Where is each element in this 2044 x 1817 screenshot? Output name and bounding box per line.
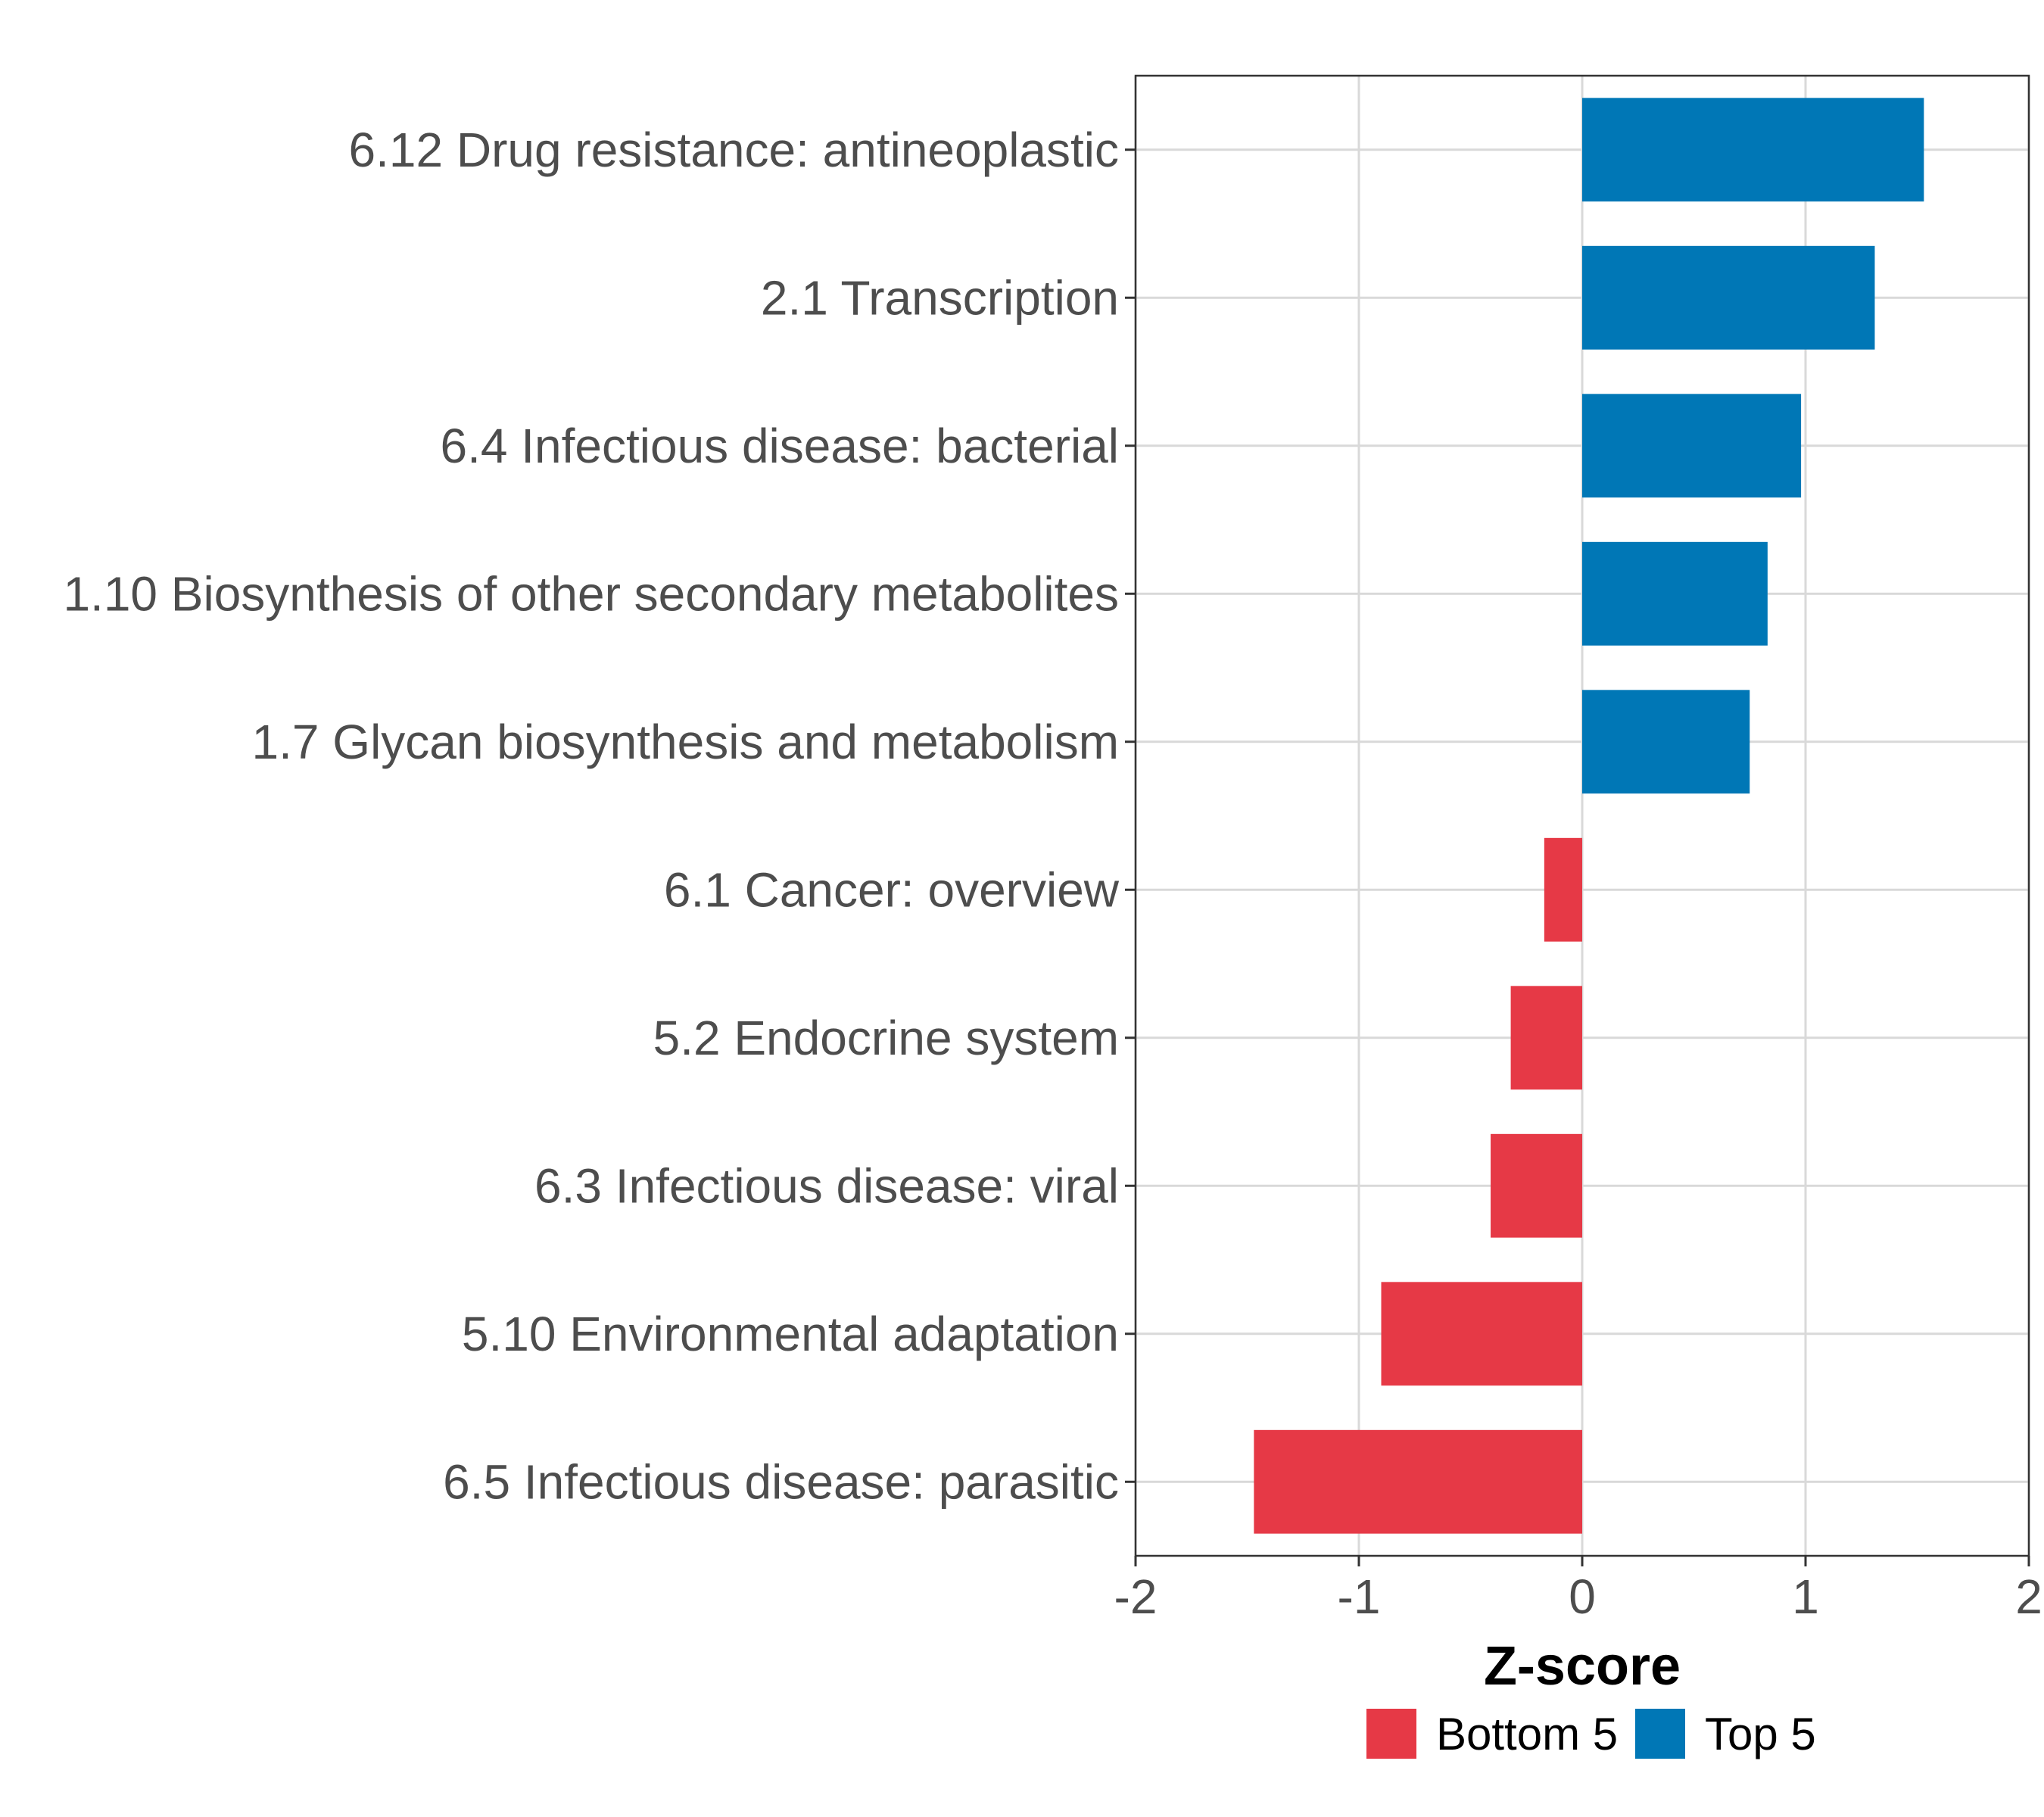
bar-10 bbox=[1254, 1429, 1582, 1534]
x-tick-label: -2 bbox=[1114, 1569, 1158, 1624]
category-label: 2.1 Transcription bbox=[761, 270, 1119, 325]
bar-2 bbox=[1582, 245, 1875, 350]
legend-label: Bottom 5 bbox=[1436, 1709, 1618, 1759]
legend-key-bottom-5 bbox=[1366, 1709, 1416, 1759]
bar-3 bbox=[1582, 394, 1802, 498]
bar-7 bbox=[1510, 986, 1582, 1090]
bar-5 bbox=[1582, 690, 1750, 794]
bar-6 bbox=[1544, 837, 1582, 942]
category-label: 6.5 Infectious disease: parasitic bbox=[443, 1454, 1119, 1509]
bar-8 bbox=[1491, 1133, 1582, 1238]
x-axis-title: Z-score bbox=[1484, 1636, 1681, 1697]
x-tick-label: 1 bbox=[1792, 1569, 1819, 1624]
bar-4 bbox=[1582, 541, 1768, 646]
bar-1 bbox=[1582, 98, 1924, 202]
category-label: 6.3 Infectious disease: viral bbox=[534, 1158, 1119, 1213]
x-tick-label: 0 bbox=[1569, 1569, 1596, 1624]
x-axis: -2 -1 0 1 2 bbox=[1114, 1556, 2042, 1624]
category-label: 6.1 Cancer: overview bbox=[664, 862, 1120, 917]
category-label: 5.2 Endocrine system bbox=[653, 1011, 1119, 1065]
bars bbox=[1254, 98, 1924, 1534]
x-tick-label: 2 bbox=[2015, 1569, 2042, 1624]
x-tick-label: -1 bbox=[1338, 1569, 1381, 1624]
category-label: 6.4 Infectious disease: bacterial bbox=[440, 419, 1119, 473]
category-label: 5.10 Environmental adaptation bbox=[462, 1307, 1119, 1361]
category-label: 1.10 Biosynthesis of other secondary met… bbox=[63, 566, 1119, 621]
bar-9 bbox=[1381, 1282, 1582, 1386]
legend-label: Top 5 bbox=[1705, 1709, 1816, 1759]
y-axis: 6.12 Drug resistance: antineoplastic 2.1 … bbox=[63, 123, 1136, 1509]
legend-key-top-5 bbox=[1635, 1709, 1685, 1759]
category-label: 1.7 Glycan biosynthesis and metabolism bbox=[252, 715, 1119, 769]
legend: Bottom 5 Top 5 bbox=[1366, 1709, 1816, 1759]
category-label: 6.12 Drug resistance: antineoplastic bbox=[349, 123, 1119, 177]
